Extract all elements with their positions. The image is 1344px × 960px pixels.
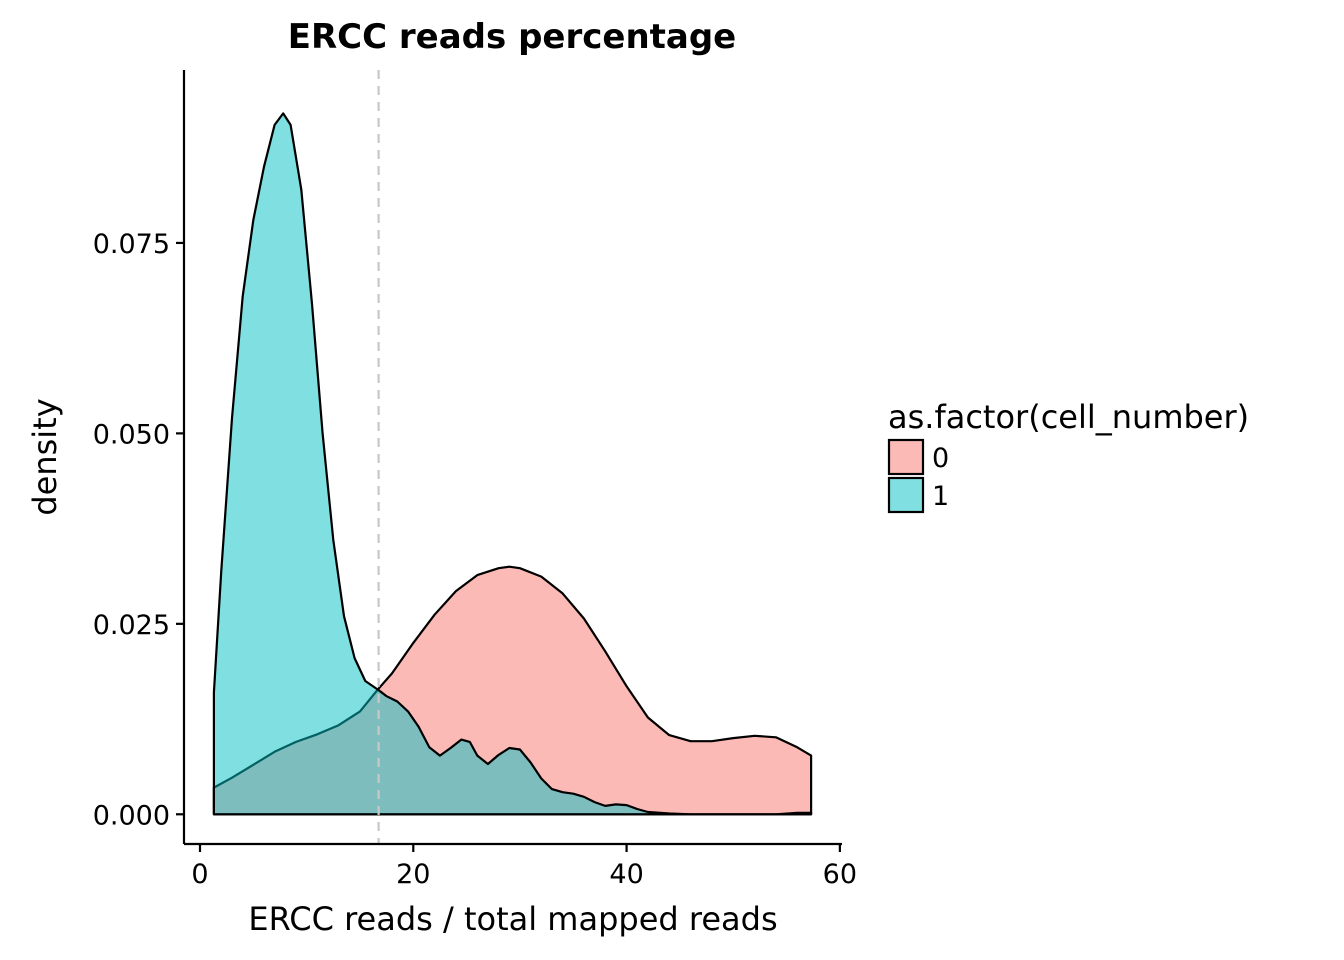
y-axis-title: density xyxy=(26,398,64,515)
y-ticks: 0.000 0.025 0.050 0.075 xyxy=(93,229,184,831)
x-tick-label: 40 xyxy=(609,859,643,890)
x-tick-label: 20 xyxy=(396,859,430,890)
density-area-1 xyxy=(212,112,813,816)
legend-key-1 xyxy=(887,476,925,514)
plot-area xyxy=(212,70,813,844)
legend-label-1: 1 xyxy=(932,481,949,512)
y-tick-label: 0.025 xyxy=(93,610,170,641)
y-tick-label: 0.000 xyxy=(93,800,170,831)
chart-title: ERCC reads percentage xyxy=(288,17,737,57)
x-tick-label: 0 xyxy=(191,859,208,890)
legend-title: as.factor(cell_number) xyxy=(888,398,1249,436)
x-tick-label: 60 xyxy=(823,859,857,890)
y-tick-label: 0.075 xyxy=(93,229,170,260)
x-ticks: 0 20 40 60 xyxy=(191,844,857,890)
legend-label-0: 0 xyxy=(932,443,949,474)
x-axis-title: ERCC reads / total mapped reads xyxy=(248,900,777,938)
y-tick-label: 0.050 xyxy=(93,419,170,450)
legend: as.factor(cell_number) 0 1 xyxy=(887,398,1249,514)
legend-key-0 xyxy=(887,438,925,476)
